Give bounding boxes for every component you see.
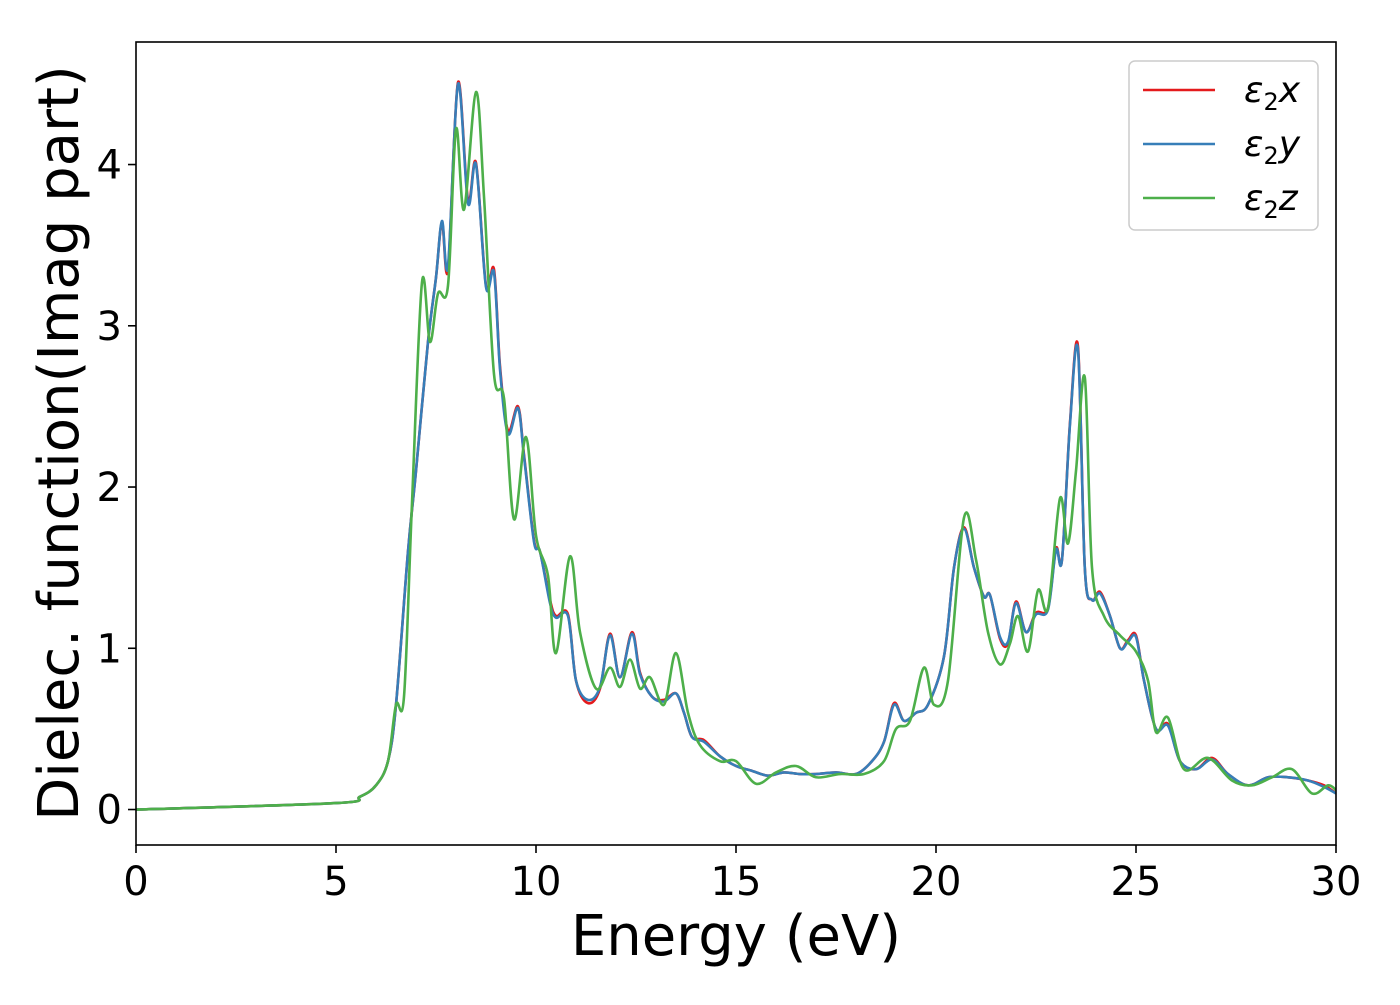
legend-label-x: ε2x <box>1244 70 1301 116</box>
legend: ε2x ε2y ε2z <box>1128 60 1319 231</box>
series-lines <box>136 80 1336 811</box>
x-tick-label: 0 <box>123 859 148 905</box>
series-line-z <box>136 90 1336 811</box>
x-axis: 0 5 10 15 20 25 30 <box>123 845 1361 905</box>
x-tick-label: 15 <box>711 859 762 905</box>
legend-label-y: ε2y <box>1244 124 1301 170</box>
legend-box <box>1128 60 1319 231</box>
x-tick-label: 20 <box>911 859 962 905</box>
y-tick-label: 3 <box>97 304 122 350</box>
x-tick-label: 25 <box>1111 859 1162 905</box>
y-tick-label: 1 <box>97 626 122 672</box>
y-tick-label: 2 <box>97 465 122 511</box>
x-tick-label: 30 <box>1311 859 1362 905</box>
x-axis-title: Energy (eV) <box>571 904 901 969</box>
y-axis: 0 1 2 3 4 <box>97 143 136 834</box>
legend-label-z: ε2z <box>1244 178 1299 224</box>
y-tick-label: 4 <box>97 143 122 189</box>
y-axis-title: Dielec. function(Imag part) <box>27 65 92 821</box>
x-tick-label: 5 <box>323 859 348 905</box>
x-tick-label: 10 <box>511 859 562 905</box>
y-tick-label: 0 <box>97 788 122 834</box>
